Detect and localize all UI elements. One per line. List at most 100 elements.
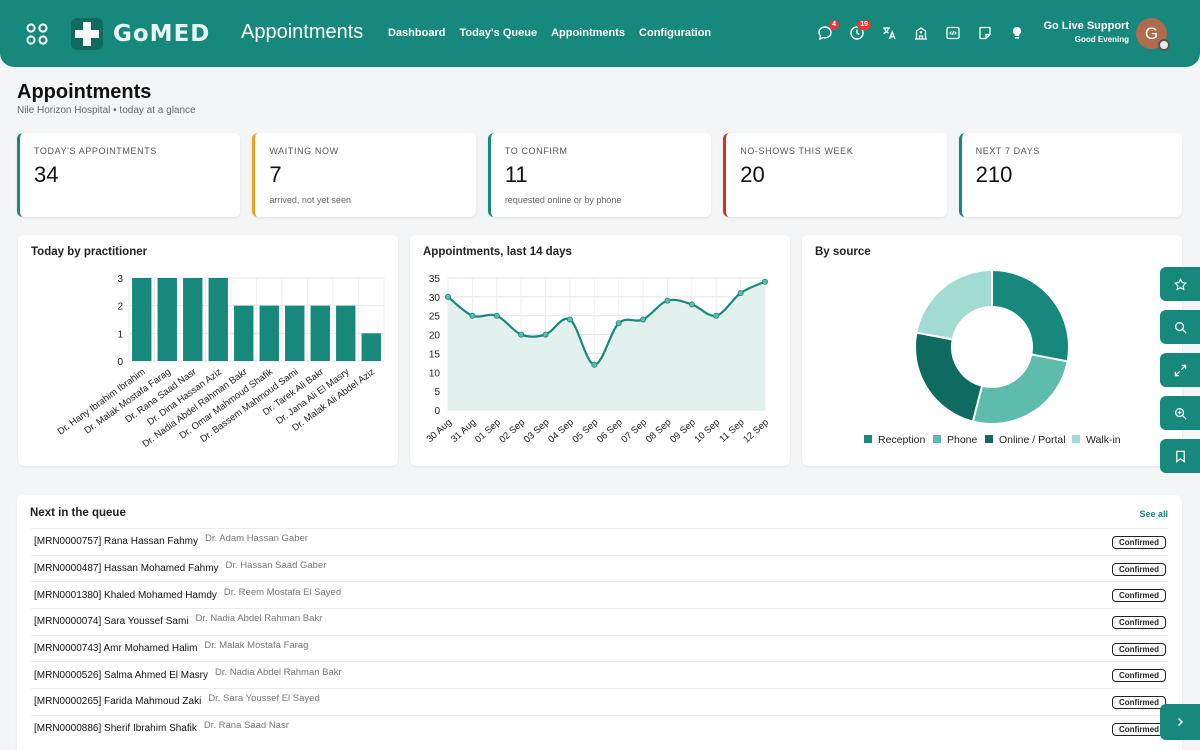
notifications-count-badge: 19 [857, 20, 871, 30]
area-fill [448, 281, 765, 410]
zoom-in-icon [1174, 407, 1186, 419]
stat-card-todays-appointments[interactable]: TODAY'S APPOINTMENTS 34 [17, 133, 241, 217]
sticky-note-icon [979, 26, 991, 40]
queue-patient: [MRN0000265] Farida Mahmoud Zaki [34, 696, 202, 708]
practitioner-chart-title: Today by practitioner [31, 246, 148, 258]
stat-value: 11 [504, 162, 528, 187]
stat-card-no-shows[interactable]: NO-SHOWS THIS WEEK 20 [723, 133, 947, 217]
notifications-button[interactable]: 19 [849, 20, 871, 42]
nav-configuration[interactable]: Configuration [639, 27, 712, 39]
queue-patient: [MRN0000743] Amr Mohamed Halim [34, 643, 198, 655]
notes-button[interactable] [977, 24, 993, 42]
see-all-link[interactable]: See all [1139, 509, 1168, 519]
header-tools: 4 19 [817, 20, 1025, 42]
queue-row[interactable]: [MRN0000074] Sara Youssef Sami Dr. Nadia … [31, 608, 1168, 635]
y-tick-label: 10 [429, 368, 441, 379]
stat-note: requested online or by phone [504, 195, 622, 205]
code-button[interactable] [945, 24, 961, 42]
avatar[interactable]: G [1136, 18, 1170, 51]
queue-patient: [MRN0000526] Salma Ahmed El Masry [34, 669, 208, 681]
stat-note: arrived, not yet seen [269, 195, 351, 205]
legend-label: Phone [947, 434, 978, 446]
header-page-heading: Appointments [241, 21, 364, 43]
bar [132, 278, 152, 361]
data-point [469, 312, 476, 319]
status-badge: Confirmed [1112, 562, 1166, 576]
stat-value: 20 [740, 162, 765, 187]
stat-card-to-confirm[interactable]: TO CONFIRM 11 requested online or by pho… [487, 133, 712, 217]
queue-doctor: Dr. Sara Youssef El Sayed [208, 693, 320, 705]
data-point [664, 297, 671, 304]
x-tick-label: 30 Aug [425, 417, 454, 445]
search-button[interactable] [1160, 310, 1200, 344]
messages-count-badge: 4 [829, 20, 839, 30]
y-tick-label: 1 [117, 329, 123, 340]
next-page-button[interactable] [1160, 704, 1200, 740]
stat-value: 34 [34, 162, 59, 187]
nav-todays-queue[interactable]: Today's Queue [459, 27, 538, 39]
x-tick-label: 09 Sep [668, 417, 698, 445]
stat-label: TODAY'S APPOINTMENTS [34, 146, 157, 156]
pie-slice [971, 353, 1069, 425]
data-point [518, 331, 525, 338]
hospital-button[interactable] [913, 24, 929, 42]
zoom-button[interactable] [1160, 396, 1200, 430]
messages-button[interactable]: 4 [817, 20, 839, 42]
source-donut-chart: Reception Phone Online / Portal Walk-in [864, 268, 1121, 446]
tips-button[interactable] [1009, 24, 1025, 42]
queue-row[interactable]: [MRN0001380] Khaled Mohamed Hamdy Dr. Ree… [31, 581, 1168, 608]
x-tick-label: 07 Sep [619, 417, 649, 445]
stat-card-next-7-days[interactable]: NEXT 7 DAYS 210 [958, 133, 1183, 217]
data-point [688, 301, 695, 308]
gomed-logo[interactable]: GoMED [70, 16, 210, 52]
bar [234, 305, 254, 361]
status-badge: Confirmed [1112, 536, 1166, 549]
stat-card-waiting-now[interactable]: WAITING NOW 7 arrived, not yet seen [252, 133, 476, 217]
nav-appointments[interactable]: Appointments [551, 27, 626, 39]
x-tick-label: 05 Sep [571, 417, 601, 445]
queue-row[interactable]: [MRN0000886] Sherif Ibrahim Shafik Dr. Ra… [31, 714, 1168, 742]
queue-row[interactable]: [MRN0000743] Amr Mohamed Halim Dr. Malak … [31, 634, 1168, 662]
data-point [761, 278, 768, 285]
practitioner-chart-panel: 0 1 2 3 Dr. Hany Ibrahim Ibrahim Dr. Malak Mo… [18, 235, 398, 466]
legend-swatch [933, 435, 941, 443]
status-badge: Confirmed [1112, 696, 1166, 710]
main-nav: Dashboard Today's Queue Appointments Con… [388, 27, 711, 39]
user-info[interactable]: Go Live Support Good Evening [1043, 20, 1129, 44]
bar [157, 278, 177, 361]
x-tick-label: 12 Sep [741, 417, 771, 445]
apps-grid-icon[interactable] [26, 23, 48, 45]
queue-row[interactable]: [MRN0000265] Farida Mahmoud Zaki Dr. Sara… [31, 688, 1168, 715]
translate-button[interactable] [881, 24, 897, 42]
nav-dashboard[interactable]: Dashboard [388, 27, 446, 39]
data-point [640, 316, 647, 323]
legend-label: Online / Portal [999, 434, 1066, 446]
queue-row[interactable]: [MRN0000757] Rana Hassan Fahmy Dr. Adam H… [31, 528, 1168, 555]
top-navigation-bar: GoMED Appointments Dashboard Today's Que… [0, 0, 1200, 67]
source-chart-title: By source [815, 246, 871, 258]
lightbulb-icon [1012, 26, 1022, 39]
avatar-initial: G [1144, 23, 1159, 43]
queue-title: Next in the queue [30, 507, 126, 519]
bookmark-button[interactable] [1160, 439, 1200, 473]
queue-panel: Next in the queue See all [MRN0000757] R… [17, 495, 1182, 750]
stat-label: NEXT 7 DAYS [975, 146, 1040, 156]
queue-patient: [MRN0000757] Rana Hassan Fahmy [34, 536, 198, 548]
translate-icon [883, 27, 896, 40]
favorite-button[interactable] [1160, 267, 1200, 301]
star-icon [1173, 277, 1187, 290]
status-badge: Confirmed [1112, 642, 1166, 656]
bar [183, 278, 203, 361]
medical-cross-icon [71, 18, 103, 50]
legend-label: Walk-in [1086, 434, 1121, 446]
data-point [493, 312, 500, 319]
y-tick-label: 30 [429, 293, 441, 304]
fullscreen-button[interactable] [1160, 353, 1200, 387]
queue-list: [MRN0000757] Rana Hassan Fahmy Dr. Adam H… [31, 528, 1168, 742]
x-tick-label: 04 Sep [546, 417, 576, 445]
x-tick-label: 08 Sep [644, 417, 674, 445]
queue-row[interactable]: [MRN0000487] Hassan Mohamed Fahmy Dr. Has… [31, 554, 1168, 582]
queue-row[interactable]: [MRN0000526] Salma Ahmed El Masry Dr. Nad… [31, 661, 1168, 688]
x-tick-label: 10 Sep [692, 417, 722, 445]
